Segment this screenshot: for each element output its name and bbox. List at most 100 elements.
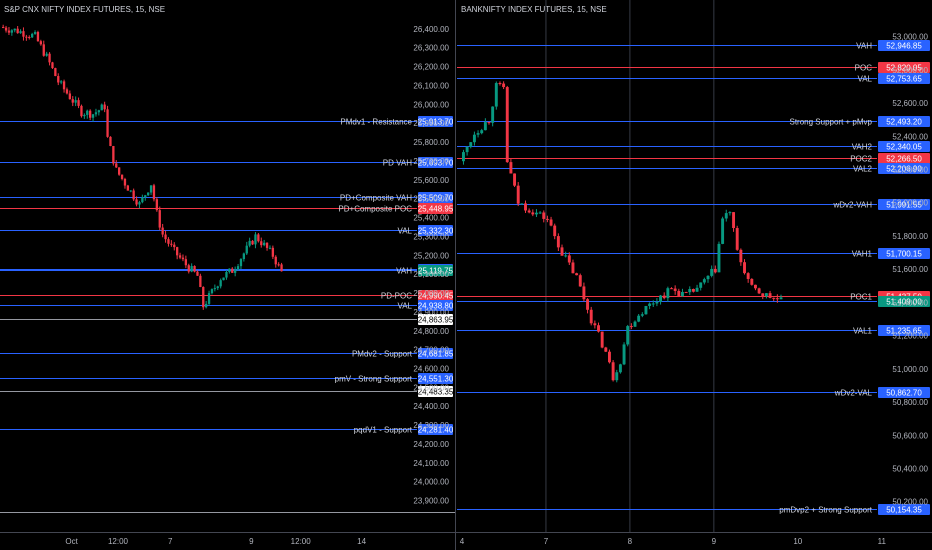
candle-body xyxy=(152,185,156,200)
price-badge xyxy=(418,290,453,301)
price-tick-label: 24,200.00 xyxy=(413,440,449,449)
level-label: PD+Composite VAH xyxy=(340,194,412,203)
candle-body xyxy=(644,305,648,315)
candle-body xyxy=(236,266,240,270)
candle-body xyxy=(228,268,231,272)
candle-body xyxy=(149,185,153,193)
candle-body xyxy=(274,256,277,265)
candle-body xyxy=(542,212,546,219)
candle-body xyxy=(181,257,185,260)
nifty-price-axis[interactable]: 26,400.00 26,300.00 26,200.00 26,100.00 26,0… xyxy=(413,25,449,506)
price-badge-value: 51,991.55 xyxy=(886,201,922,210)
candle-body xyxy=(483,122,487,131)
banknifty-price-axis[interactable]: 53,000.00 52,800.00 52,600.00 52,400.00 52,2… xyxy=(892,33,928,507)
candle-body xyxy=(68,93,72,100)
candle-body xyxy=(202,286,205,308)
candle-body xyxy=(666,288,670,299)
candle-body xyxy=(586,299,590,310)
candle-body xyxy=(695,287,699,292)
price-tick-label: 25,100.00 xyxy=(413,270,449,279)
candle-body xyxy=(732,212,736,229)
candle-body xyxy=(494,83,498,107)
candle-body xyxy=(33,32,37,34)
candle-body xyxy=(80,105,83,117)
candle-body xyxy=(746,273,750,279)
nifty-chart-pane[interactable]: S&P CNX NIFTY INDEX FUTURES, 15, NSE PMd… xyxy=(0,5,454,546)
price-badge-value: 24,681.85 xyxy=(418,350,454,359)
banknifty-chart-title: BANKNIFTY INDEX FUTURES, 15, NSE xyxy=(461,5,607,14)
candle-body xyxy=(65,89,69,94)
candle-body xyxy=(640,314,644,316)
candle-body xyxy=(19,31,22,34)
candle-body xyxy=(222,277,225,281)
candle-body xyxy=(691,288,695,292)
level-label: VAH2 xyxy=(852,143,873,152)
candle-body xyxy=(155,199,159,211)
candle-body xyxy=(531,212,535,215)
candle-body xyxy=(251,240,254,245)
nifty-time-axis[interactable]: Oct 12:00 7 9 12:00 14 xyxy=(65,537,366,546)
candle-body xyxy=(16,28,19,34)
candle-body xyxy=(662,295,666,299)
candle-body xyxy=(553,225,557,237)
price-tick-label: 26,200.00 xyxy=(413,63,449,72)
candle-body xyxy=(655,301,659,304)
candle-body xyxy=(626,326,630,345)
candle-body xyxy=(161,227,164,235)
candle-body xyxy=(545,218,549,220)
banknifty-time-axis[interactable]: 4 7 8 9 10 11 xyxy=(460,537,887,546)
nifty-level-badges: 25,913.70 25,693.70 25,509.70 25,448.95 25,3… xyxy=(418,116,454,435)
candle-body xyxy=(768,293,772,298)
level-label: VAL2 xyxy=(853,165,873,174)
candle-body xyxy=(138,202,141,205)
candle-body xyxy=(239,259,243,267)
candle-body xyxy=(118,167,121,175)
price-badge-value: 24,281.40 xyxy=(418,426,454,435)
candle-body xyxy=(268,247,272,249)
banknifty-chart-pane[interactable]: BANKNIFTY INDEX FUTURES, 15, NSE VAH POC V… xyxy=(457,0,930,546)
candle-body xyxy=(106,109,109,137)
candle-body xyxy=(42,44,45,56)
candle-body xyxy=(25,36,28,38)
price-badge xyxy=(418,373,453,384)
candle-body xyxy=(772,297,776,299)
price-tick-label: 23,900.00 xyxy=(413,497,449,506)
candle-body xyxy=(144,195,147,198)
price-tick-label: 24,700.00 xyxy=(413,346,449,355)
time-tick-label: 4 xyxy=(460,537,465,546)
candle-body xyxy=(187,265,190,272)
candle-body xyxy=(178,255,182,258)
candle-body xyxy=(277,264,280,266)
price-tick-label: 50,600.00 xyxy=(892,431,928,440)
price-tick-label: 50,200.00 xyxy=(892,498,928,507)
level-label: pqdV1 - Support xyxy=(354,426,413,435)
level-label: VAL xyxy=(857,75,872,84)
candle-body xyxy=(13,28,16,31)
candle-body xyxy=(71,99,74,103)
candle-body xyxy=(10,30,14,33)
candle-body xyxy=(190,265,193,272)
candle-body xyxy=(618,364,622,373)
price-badge xyxy=(418,116,453,127)
price-badge-value: 52,266.50 xyxy=(886,155,922,164)
candle-body xyxy=(60,81,63,83)
candle-body xyxy=(637,315,641,322)
price-badge xyxy=(878,141,930,152)
candle-body xyxy=(659,295,663,302)
candle-body xyxy=(582,286,586,300)
price-tick-label: 51,400.00 xyxy=(892,298,928,307)
candle-body xyxy=(109,136,112,147)
candle-body xyxy=(260,241,263,246)
price-tick-label: 51,800.00 xyxy=(892,232,928,241)
candle-body xyxy=(560,247,564,256)
price-badge-value: 24,990.45 xyxy=(418,292,454,301)
price-badge xyxy=(878,40,930,51)
time-tick-label: 10 xyxy=(793,537,802,546)
price-tick-label: 26,100.00 xyxy=(413,81,449,90)
level-label: PMdv1 - Resistance xyxy=(340,118,412,127)
candle-body xyxy=(673,288,677,291)
price-badge xyxy=(418,192,453,203)
candle-body xyxy=(538,212,542,214)
level-label: POC1 xyxy=(850,293,872,302)
candle-body xyxy=(681,291,684,297)
